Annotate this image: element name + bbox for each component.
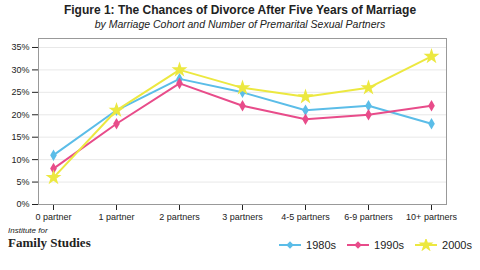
svg-text:4-5 partners: 4-5 partners: [281, 212, 330, 222]
svg-text:20%: 20%: [11, 110, 29, 120]
html-text:Family Studies: Family Studies: [8, 235, 91, 250]
svg-text:10%: 10%: [11, 155, 29, 165]
html-text:2000s: 2000s: [442, 239, 472, 251]
svg-text:1 partner: 1 partner: [98, 212, 134, 222]
svg-text:6-9 partners: 6-9 partners: [344, 212, 393, 222]
svg-text:25%: 25%: [11, 87, 29, 97]
svg-text:5%: 5%: [16, 177, 29, 187]
svg-text:10+ partners: 10+ partners: [406, 212, 457, 222]
svg-text:2 partners: 2 partners: [159, 212, 200, 222]
html-text:Figure 1: The Chances of Divor: Figure 1: The Chances of Divorce After F…: [63, 3, 417, 17]
svg-text:0%: 0%: [16, 199, 29, 209]
svg-text:30%: 30%: [11, 65, 29, 75]
svg-text:15%: 15%: [11, 132, 29, 142]
svg-text:35%: 35%: [11, 42, 29, 52]
html-text:1990s: 1990s: [374, 239, 404, 251]
svg-text:3 partners: 3 partners: [222, 212, 263, 222]
svg-text:0 partner: 0 partner: [35, 212, 71, 222]
html-text:by Marriage Cohort and Number: by Marriage Cohort and Number of Premari…: [94, 18, 386, 30]
html-text:1980s: 1980s: [306, 239, 336, 251]
html-text:Institute for: Institute for: [8, 226, 48, 235]
